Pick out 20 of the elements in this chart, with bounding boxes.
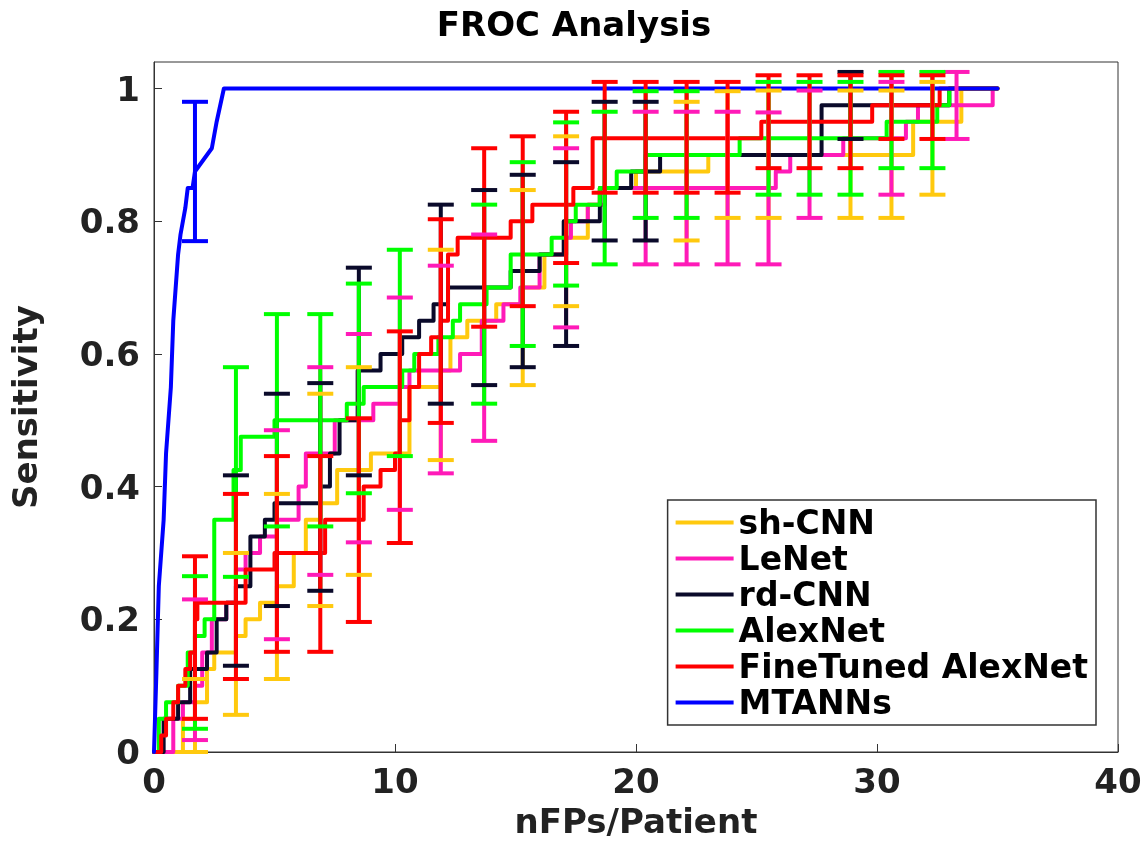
y-tick-label: 1 xyxy=(116,68,140,109)
y-tick-label: 0.2 xyxy=(79,599,140,640)
x-tick-label: 20 xyxy=(612,761,660,801)
legend-label: MTANNs xyxy=(738,683,892,722)
y-tick-label: 0 xyxy=(116,732,140,772)
legend-label: FineTuned AlexNet xyxy=(738,647,1089,686)
legend-label: sh-CNN xyxy=(738,503,875,542)
y-tick-label: 0.8 xyxy=(79,201,140,242)
legend-label: rd-CNN xyxy=(738,575,872,614)
legend-label: LeNet xyxy=(738,539,849,578)
x-tick-label: 10 xyxy=(371,761,419,801)
y-tick-label: 0.4 xyxy=(79,466,140,507)
x-tick-label: 30 xyxy=(853,761,901,801)
x-tick-label: 0 xyxy=(142,761,166,801)
chart-title: FROC Analysis xyxy=(436,4,712,44)
x-tick-label: 40 xyxy=(1094,761,1142,801)
x-axis-title: nFPs/Patient xyxy=(514,801,758,841)
y-tick-label: 0.6 xyxy=(79,333,140,374)
y-axis-title: Sensitivity xyxy=(5,305,45,509)
legend-label: AlexNet xyxy=(738,611,886,650)
